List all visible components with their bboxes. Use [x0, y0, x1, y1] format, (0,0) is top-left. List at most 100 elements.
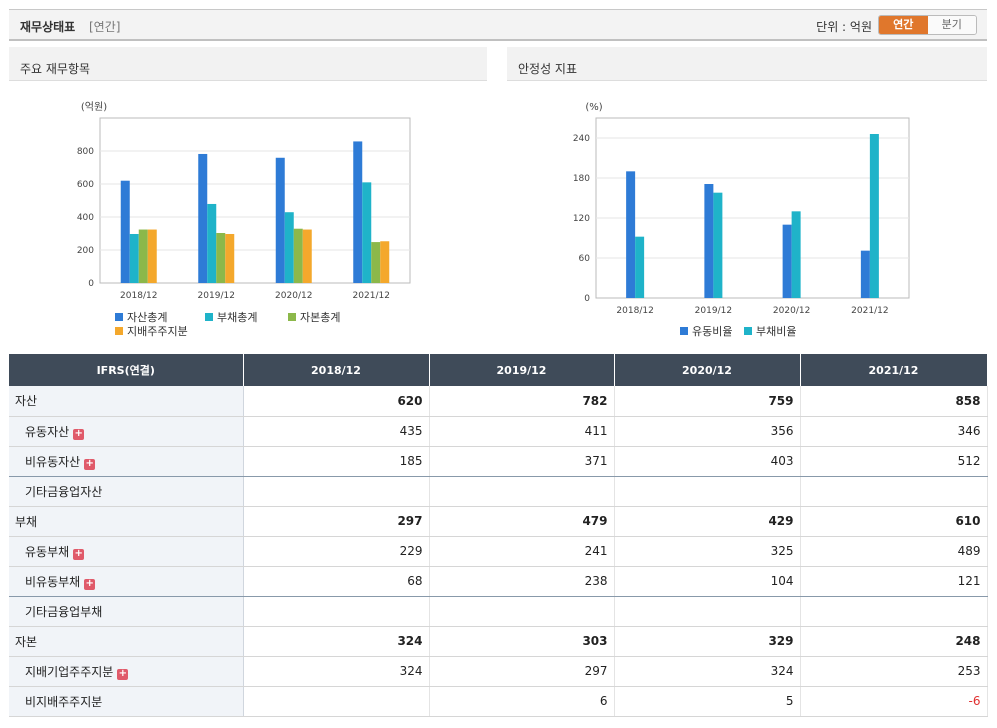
row-label: 비지배주주지분 [9, 686, 244, 717]
value-cell [614, 476, 801, 507]
annual-toggle-button[interactable]: 연간 [879, 16, 928, 34]
table-row: 비유동부채 +68 238 104 121 [9, 566, 988, 597]
value-cell: 324 [243, 656, 430, 687]
row-label-text: 지배기업주주지분 [25, 664, 114, 679]
header-label: IFRS(연결) [9, 354, 244, 386]
table-row: 비지배주주지분 6 5 -6 [9, 686, 988, 717]
value-cell [429, 596, 615, 627]
value-cell [800, 476, 988, 507]
row-label: 지배기업주주지분 + [9, 656, 244, 687]
value-cell: -6 [800, 686, 988, 717]
row-label: 자산 [9, 386, 244, 417]
table-row: 비유동자산 +185 371 403 512 [9, 446, 988, 477]
x-tick-label: 2018/12 [120, 291, 157, 301]
x-tick-label: 2020/12 [773, 306, 810, 316]
bar-3-1 [138, 229, 148, 283]
balance-sheet-table: IFRS(연결) 2018/12 2019/12 2020/12 2021/12 자산 6… [9, 354, 988, 717]
value-cell: 610 [800, 506, 988, 537]
value-cell: 356 [614, 416, 801, 447]
stability-panel: 안정성 지표 0 60 120 180 240 (%) 2018/12 2019/12 2020… [507, 47, 987, 352]
y-tick-label: 240 [573, 134, 590, 144]
value-cell: 411 [429, 416, 615, 447]
stability-panel-title: 안정성 지표 [507, 47, 987, 81]
unit-label: 단위 : 억원 [816, 20, 872, 34]
value-cell: 512 [800, 446, 988, 477]
y-axis-label: (%) [585, 102, 602, 113]
bar-4-4 [380, 241, 390, 283]
header-period: 2019/12 [429, 354, 615, 386]
legend-label: 유동비율 [692, 325, 732, 338]
value-cell: 620 [243, 386, 430, 417]
y-tick-label: 600 [77, 180, 94, 190]
x-tick-label: 2019/12 [695, 306, 732, 316]
bar-2-3 [791, 211, 801, 298]
legend-label: 자산총계 [127, 311, 167, 324]
y-tick-label: 180 [573, 174, 590, 184]
value-cell: 238 [429, 566, 615, 597]
row-label: 자본 [9, 626, 244, 657]
bar-2-1 [635, 236, 645, 298]
table-body: 자산 620 782 759 858 유동자산 +435 411 356 346 비유동자산 +185… [9, 386, 988, 717]
expand-icon[interactable]: + [73, 427, 85, 440]
value-cell: 782 [429, 386, 615, 417]
y-tick-label: 0 [584, 294, 590, 304]
table-row: 지배기업주주지분 +324 297 324 253 [9, 656, 988, 687]
x-tick-label: 2020/12 [275, 291, 312, 301]
quarter-toggle-button[interactable]: 분기 [927, 16, 976, 34]
bar-1-4 [860, 250, 870, 298]
y-tick-label: 800 [77, 147, 94, 157]
value-cell: 185 [243, 446, 430, 477]
row-label-text: 비유동자산 [25, 454, 81, 469]
row-label-text: 비유동부채 [25, 574, 81, 589]
bar-1-2 [198, 153, 208, 283]
table-row: 부채 297 479 429 610 [9, 506, 988, 537]
bar-3-3 [293, 228, 303, 283]
value-cell: 253 [800, 656, 988, 687]
legend-label: 지배주주지분 [127, 325, 188, 338]
y-tick-label: 400 [77, 213, 94, 223]
value-cell: 303 [429, 626, 615, 657]
value-cell [243, 476, 430, 507]
value-cell: 5 [614, 686, 801, 717]
bar-4-1 [147, 229, 157, 283]
bar-1-3 [782, 224, 792, 298]
table-row: 자산 620 782 759 858 [9, 386, 988, 417]
legend-label: 부채비율 [756, 325, 796, 338]
row-label-text: 부채 [15, 514, 38, 529]
legend-swatch [288, 313, 296, 321]
value-cell [429, 476, 615, 507]
value-cell: 346 [800, 416, 988, 447]
statement-title: 재무상태표 [20, 20, 76, 34]
bar-2-4 [362, 182, 372, 283]
bar-1-1 [626, 171, 636, 298]
value-cell: 324 [614, 656, 801, 687]
y-axis-label: (억원) [81, 101, 107, 113]
value-cell: 325 [614, 536, 801, 567]
value-cell: 297 [429, 656, 615, 687]
row-label-text: 기타금융업부채 [25, 604, 103, 619]
expand-icon[interactable]: + [117, 667, 129, 680]
x-tick-label: 2018/12 [616, 306, 653, 316]
row-label: 기타금융업부채 [9, 596, 244, 627]
row-label-text: 유동자산 [25, 424, 70, 439]
legend-swatch [680, 327, 688, 335]
row-label: 유동부채 + [9, 536, 244, 567]
row-label: 비유동부채 + [9, 566, 244, 597]
bar-2-3 [284, 212, 294, 283]
main-items-chart: 0 200 400 600 800 (억원) 2018/12 2019/12 2020/12 20… [77, 101, 411, 338]
value-cell: 297 [243, 506, 430, 537]
bar-4-3 [302, 229, 312, 283]
expand-icon[interactable]: + [84, 457, 96, 470]
bar-1-4 [353, 141, 363, 283]
expand-icon[interactable]: + [84, 577, 96, 590]
period-label: [연간] [89, 20, 121, 34]
bar-2-4 [869, 134, 879, 298]
expand-icon[interactable]: + [73, 547, 85, 560]
value-cell: 329 [614, 626, 801, 657]
bar-1-1 [120, 180, 130, 283]
value-cell: 6 [429, 686, 615, 717]
value-cell: 759 [614, 386, 801, 417]
statement-header: 재무상태표 [연간] 단위 : 억원 연간 분기 [9, 9, 987, 41]
x-tick-label: 2019/12 [198, 291, 235, 301]
period-toggle: 연간 분기 [878, 15, 977, 35]
